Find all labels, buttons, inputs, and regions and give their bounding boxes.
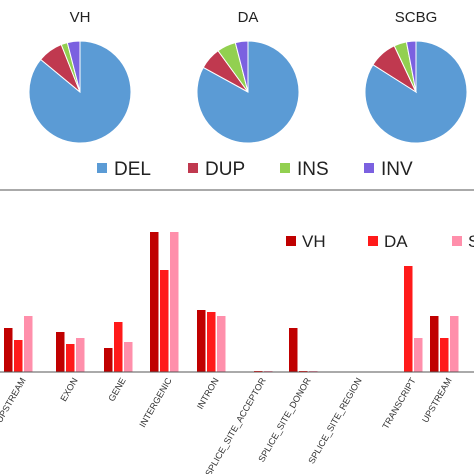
bar-transcript-8-scbg <box>414 338 423 372</box>
bar-upstream-0-scbg <box>24 316 33 372</box>
tick-label-upstream-0: UPSTREAM <box>0 376 28 424</box>
legend-label-ins: INS <box>297 159 329 180</box>
bar-gene-2-da <box>114 322 123 372</box>
pie-title-vh: VH <box>70 9 91 26</box>
pie-legend: DEL DUP INS INV <box>97 159 413 180</box>
pie-charts: VH DA SCBG <box>28 9 468 144</box>
bar-intergenic-3-da <box>160 270 169 372</box>
bar-legend-label-scbg: SCBG <box>468 232 474 251</box>
legend-swatch-del <box>97 163 107 173</box>
bar-axis-ticks: UPSTREAM EXON GENE INTERGENIC INTRON SPLICE_S… <box>0 376 474 474</box>
bar-legend-swatch-scbg <box>452 236 462 246</box>
tick-label-splice-site-donor-6: SPLICE_SITE_DONOR <box>256 376 313 464</box>
tick-label-upstream-9: UPSTREAM <box>420 376 454 424</box>
pie-title-scbg: SCBG <box>395 9 438 26</box>
bar-upstream-0-da <box>14 340 23 372</box>
legend-swatch-dup <box>188 163 198 173</box>
bar-legend-swatch-vh <box>286 236 296 246</box>
legend-label-inv: INV <box>381 159 413 180</box>
tick-label-intergenic-3: INTERGENIC <box>137 376 174 430</box>
bar-legend-label-da: DA <box>384 232 408 251</box>
bar-splice-site-donor-6-vh <box>289 328 298 372</box>
bar-legend-label-vh: VH <box>302 232 326 251</box>
bar-intron-4-scbg <box>217 316 226 372</box>
tick-label-splice-site-region-7: SPLICE_SITE_REGION <box>306 376 363 465</box>
bar-legend: VH DA SCBG <box>286 232 474 251</box>
tick-label-intron-4: INTRON <box>195 376 221 411</box>
bar-gene-2-vh <box>104 348 113 372</box>
tick-label-transcript-8: TRANSCRIPT <box>380 376 418 431</box>
pie-slice-scbg-del <box>364 40 468 144</box>
bar-intergenic-3-vh <box>150 232 159 372</box>
bar-intron-4-vh <box>197 310 206 372</box>
tick-label-gene-2: GENE <box>106 376 127 403</box>
legend-swatch-inv <box>364 163 374 173</box>
pie-slice-da-inv <box>234 40 249 93</box>
bar-exon-1-da <box>66 344 75 372</box>
bar-chart <box>4 232 459 372</box>
bar-exon-1-vh <box>56 332 65 372</box>
pie-title-da: DA <box>238 9 259 26</box>
bar-upstream-9-da <box>440 338 449 372</box>
pie-slice-scbg-inv <box>405 40 417 93</box>
bar-intron-4-da <box>207 312 216 372</box>
bar-exon-1-scbg <box>76 338 85 372</box>
legend-label-dup: DUP <box>205 159 245 180</box>
bar-legend-swatch-da <box>368 236 378 246</box>
bar-upstream-0-vh <box>4 328 13 372</box>
tick-label-exon-1: EXON <box>58 376 79 403</box>
bar-upstream-9-scbg <box>450 316 459 372</box>
pie-slice-vh-inv <box>66 40 81 93</box>
bar-upstream-9-vh <box>430 316 439 372</box>
bar-transcript-8-da <box>404 266 413 372</box>
bar-gene-2-scbg <box>124 342 133 372</box>
bar-intergenic-3-scbg <box>170 232 179 372</box>
legend-swatch-ins <box>280 163 290 173</box>
legend-label-del: DEL <box>114 159 151 180</box>
